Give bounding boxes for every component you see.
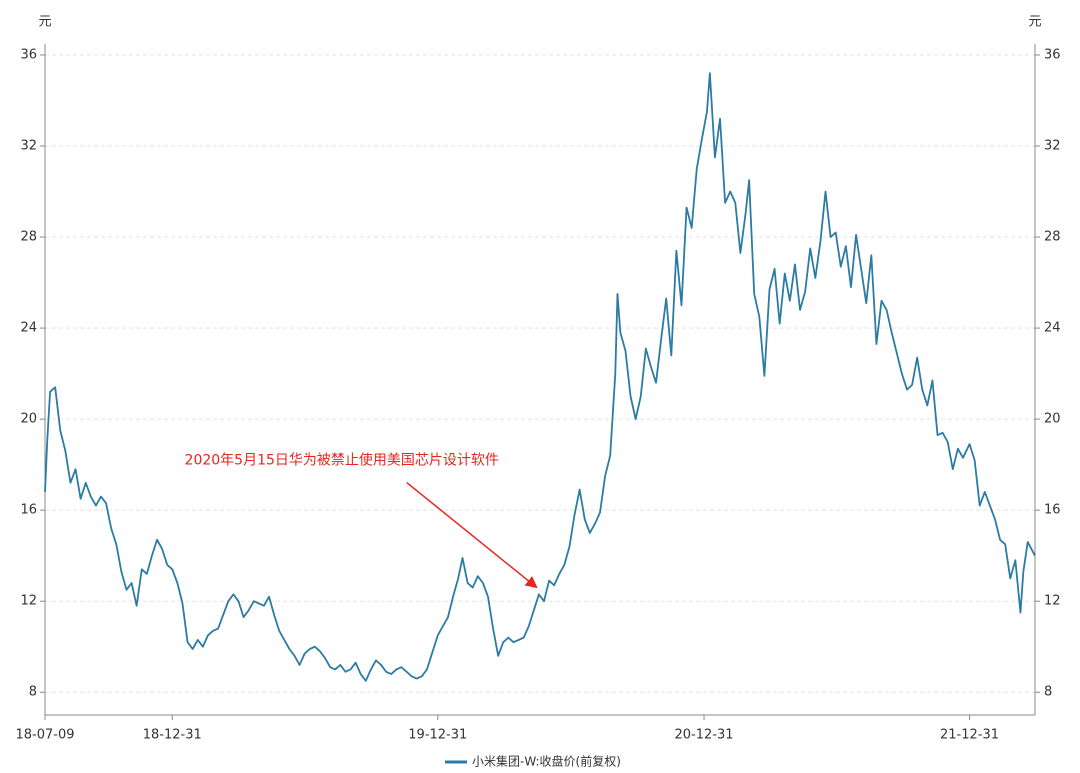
y2-tick-label: 8 — [1044, 685, 1052, 700]
y-tick-label: 28 — [20, 230, 37, 245]
y2-tick-label: 16 — [1044, 503, 1061, 518]
annotation-text: 2020年5月15日华为被禁止使用美国芯片设计软件 — [185, 452, 499, 469]
y2-tick-label: 36 — [1044, 47, 1061, 62]
line — [44, 72, 1036, 682]
y-tick-label: 16 — [20, 503, 37, 518]
y-tick-label: 12 — [20, 594, 37, 609]
y2-tick-label: 20 — [1044, 412, 1061, 427]
x-tick-label: 18-12-31 — [143, 728, 202, 743]
y2-tick-label: 28 — [1044, 230, 1061, 245]
x-tick-label: 18-07-09 — [15, 728, 74, 743]
x-tick-label: 20-12-31 — [675, 728, 734, 743]
y-tick-label: 36 — [20, 47, 37, 62]
y-axis-label: 元 — [38, 15, 51, 30]
y-tick-label: 8 — [29, 685, 37, 700]
y2-tick-label: 24 — [1044, 321, 1061, 336]
x-tick-label: 21-12-31 — [940, 728, 999, 743]
y-tick-label: 32 — [20, 139, 37, 154]
y-tick-label: 24 — [20, 321, 37, 336]
y-tick-label: 20 — [20, 412, 37, 427]
y2-axis-label: 元 — [1028, 15, 1041, 30]
y2-tick-label: 32 — [1044, 139, 1061, 154]
x-tick-label: 19-12-31 — [408, 728, 467, 743]
annotation-arrow — [406, 481, 538, 589]
legend-label: 小米集团-W:收盘价(前复权) — [472, 754, 621, 769]
y2-tick-label: 12 — [1044, 594, 1061, 609]
